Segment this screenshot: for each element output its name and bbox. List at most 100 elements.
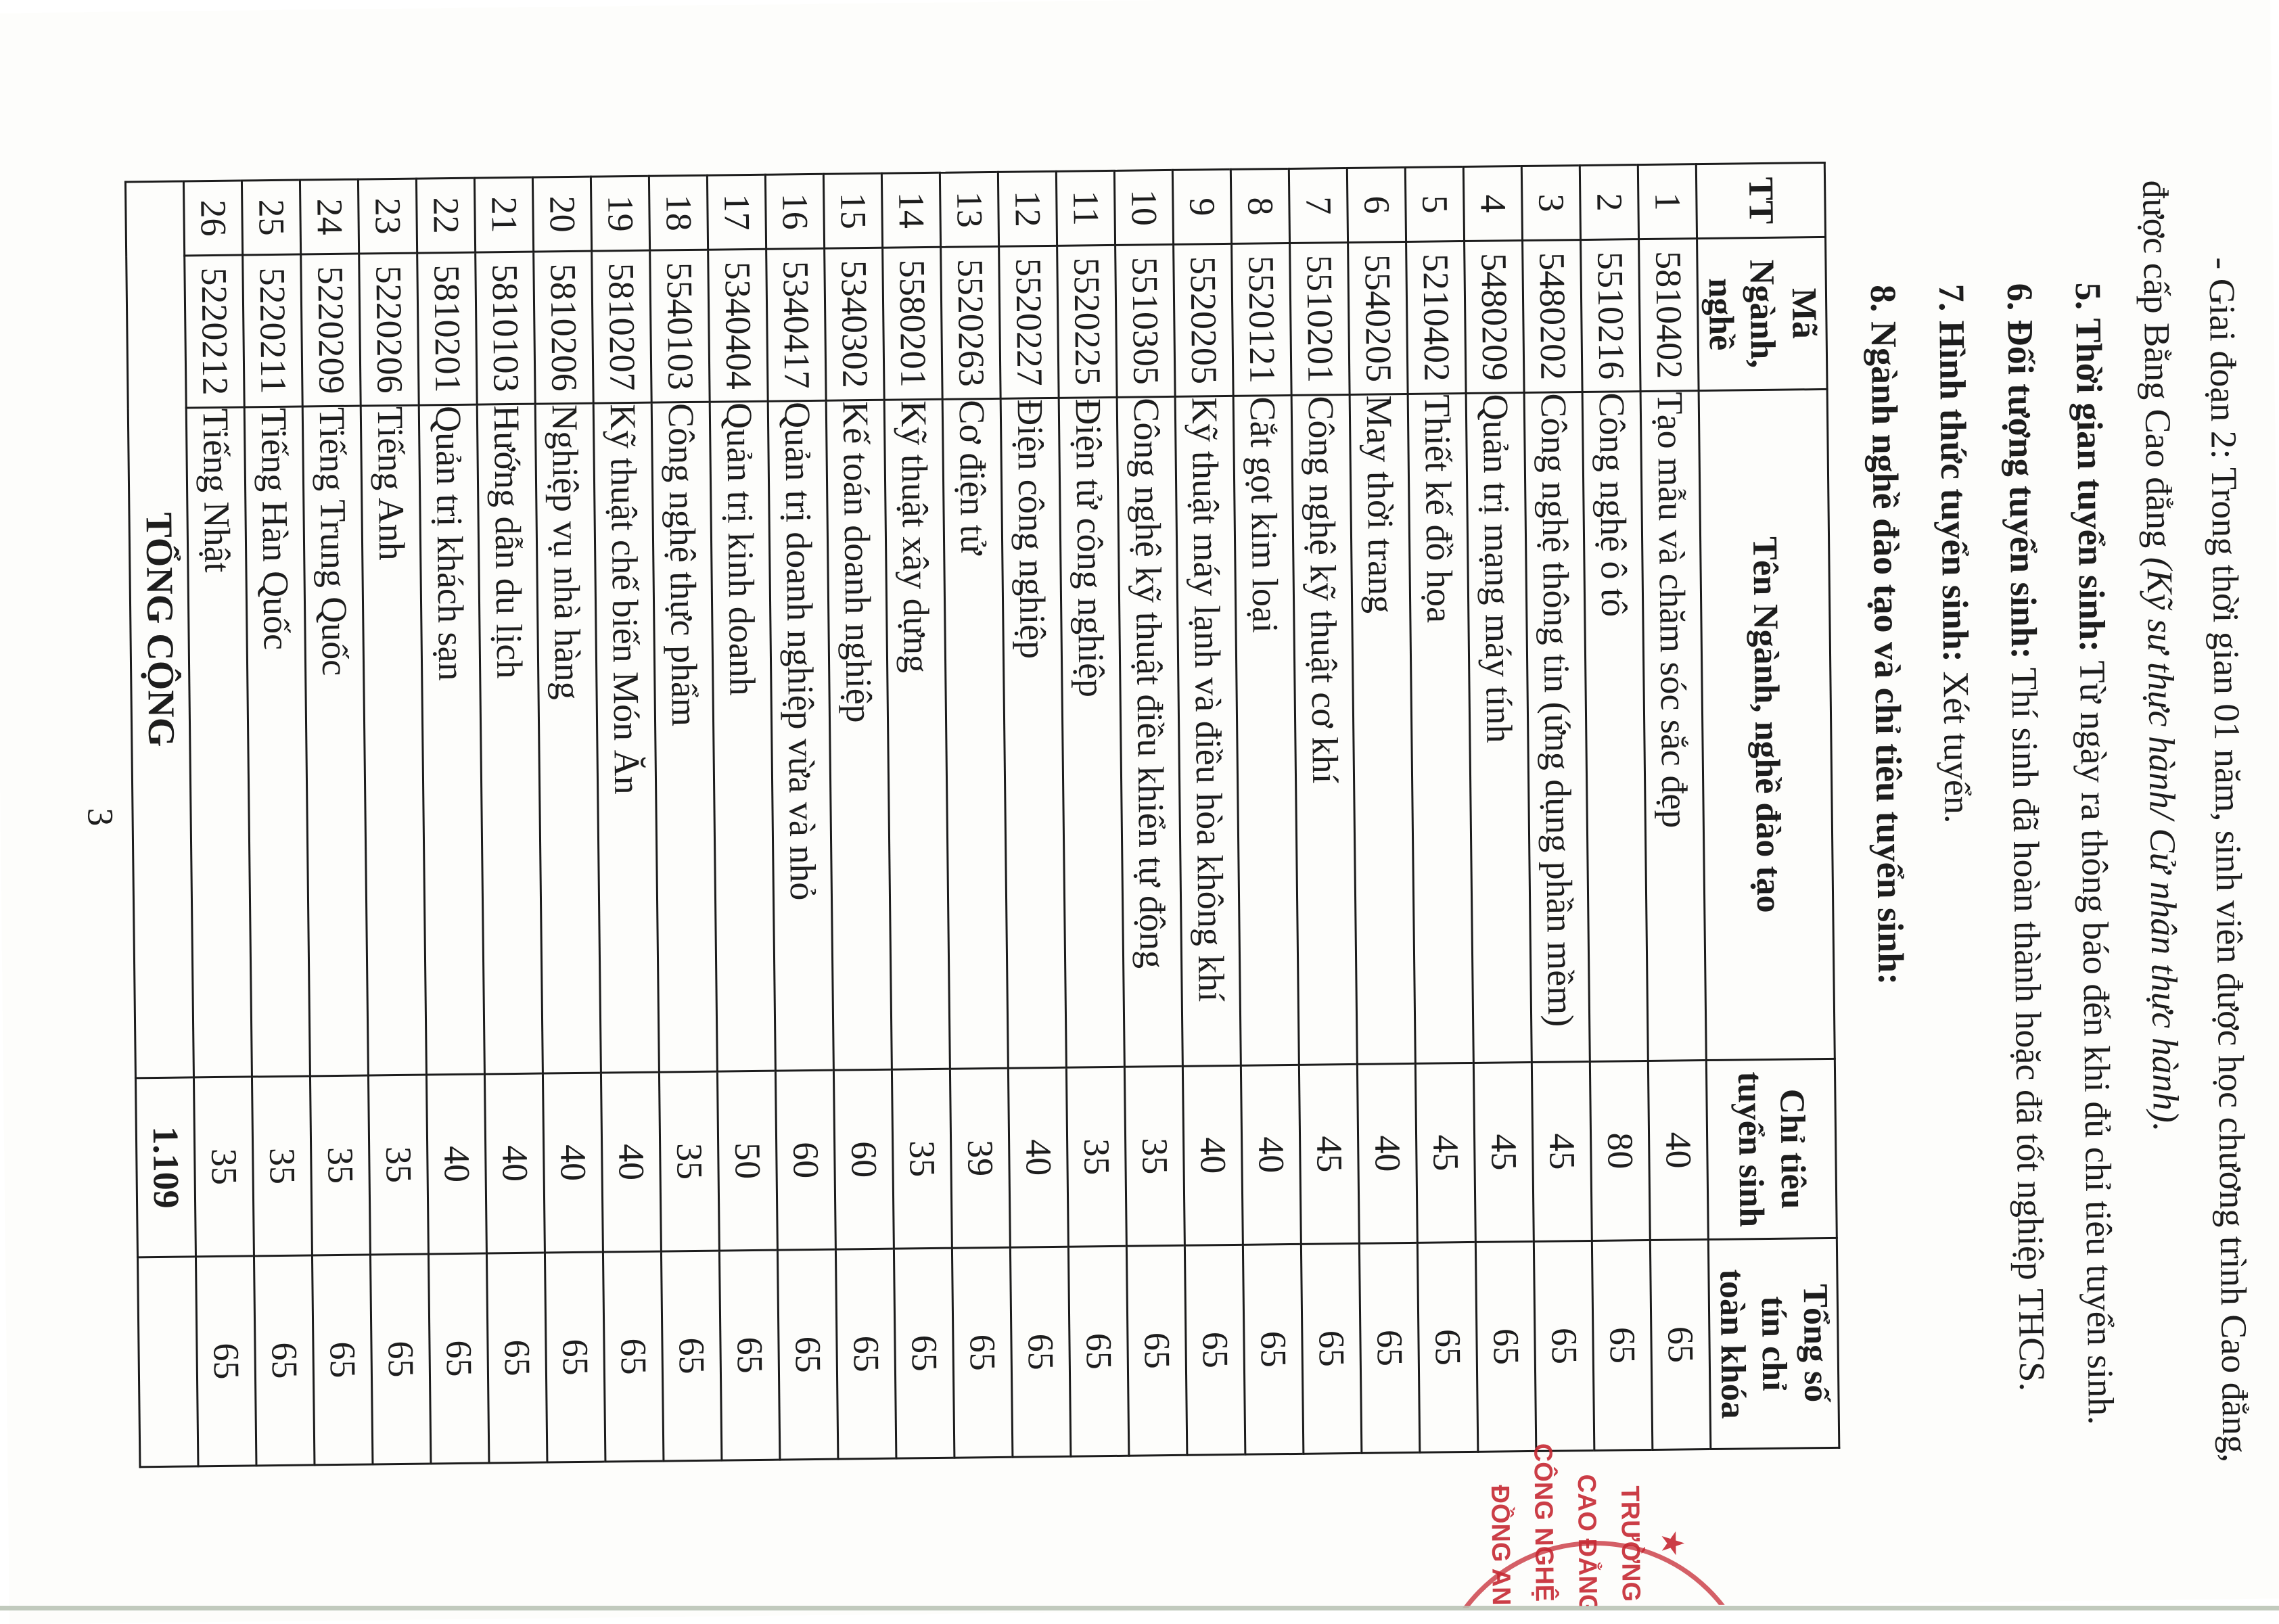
cell-ma-nganh: 5340404 [708, 248, 768, 402]
cell-tt: 23 [357, 178, 417, 254]
cell-chi-tieu: 45 [1298, 1063, 1359, 1244]
cell-ma-nganh: 5220209 [300, 253, 361, 407]
header-ten-nganh: Tên Ngành, nghề đào tạo [1698, 388, 1835, 1061]
cell-ten-nganh: Kỹ thuật xây dựng [883, 398, 950, 1069]
cell-chi-tieu: 40 [600, 1071, 661, 1252]
cell-ma-nganh: 5220206 [359, 252, 419, 406]
seal-line-cao-dang: CAO ĐẲNG [1571, 1473, 1602, 1615]
cell-ma-nganh: 5520205 [1173, 243, 1233, 396]
cell-tin-chi: 65 [1184, 1244, 1245, 1455]
cell-ten-nganh: Tiếng Anh [360, 404, 426, 1075]
cell-ma-nganh: 5220211 [242, 254, 302, 407]
cell-tin-chi: 65 [253, 1255, 315, 1466]
cell-chi-tieu: 40 [542, 1072, 603, 1253]
cell-tin-chi: 65 [311, 1254, 373, 1465]
admission-quota-table: TT Mã Ngành, nghề Tên Ngành, nghề đào tạ… [124, 161, 1839, 1467]
cell-ten-nganh: Tiếng Hàn Quốc [244, 406, 310, 1077]
cell-tin-chi: 65 [835, 1248, 896, 1459]
cell-ma-nganh: 5220212 [184, 254, 244, 408]
cell-tt: 14 [881, 172, 941, 248]
cell-ma-nganh: 5810206 [533, 250, 593, 404]
cell-chi-tieu: 40 [1647, 1060, 1708, 1240]
cell-ma-nganh: 5520263 [940, 246, 1000, 399]
cell-chi-tieu: 40 [1182, 1065, 1243, 1245]
cell-tin-chi: 65 [1358, 1242, 1420, 1453]
cell-ma-nganh: 5540205 [1348, 241, 1408, 394]
cell-chi-tieu: 35 [891, 1068, 952, 1249]
cell-ten-nganh: Kế toán doanh nghiệp [825, 399, 892, 1070]
cell-tt: 12 [997, 170, 1057, 246]
item-6-doi-tuong: 6. Đối tượng tuyển sinh: Thí sinh đã hoà… [1985, 181, 2067, 1541]
cell-chi-tieu: 60 [775, 1069, 835, 1250]
item-5-label: 5. Thời gian tuyển sinh: [2067, 281, 2113, 652]
cell-chi-tieu: 80 [1589, 1061, 1650, 1240]
header-tt: TT [1695, 162, 1826, 239]
cell-ma-nganh: 5810402 [1638, 238, 1699, 392]
cell-chi-tieu: 40 [1356, 1063, 1417, 1243]
cell-chi-tieu: 39 [949, 1067, 1010, 1248]
cell-ten-nganh: Điện tử công nghiệp [1058, 396, 1124, 1067]
total-tin-chi-cell [137, 1256, 198, 1467]
cell-ma-nganh: 5480209 [1464, 240, 1524, 393]
cell-tt: 20 [532, 176, 592, 252]
total-label: TỔNG CỘNG [124, 181, 193, 1078]
cell-tin-chi: 65 [1591, 1239, 1653, 1450]
cell-tt: 16 [764, 173, 825, 249]
cell-chi-tieu: 35 [1124, 1065, 1184, 1246]
cell-tin-chi: 65 [1475, 1240, 1536, 1452]
cell-tin-chi: 65 [1009, 1246, 1071, 1457]
cell-tt: 26 [183, 180, 243, 256]
cell-ten-nganh: Công nghệ kỹ thuật điều khiển tự động [1116, 396, 1182, 1067]
cell-tin-chi: 65 [893, 1247, 954, 1458]
item-5-thoi-gian: 5. Thời gian tuyển sinh: Từ ngày ra thôn… [2054, 181, 2135, 1541]
cell-chi-tieu: 50 [716, 1070, 777, 1251]
cell-ten-nganh: Tạo mẫu và chăm sóc sắc đẹp [1640, 390, 1706, 1061]
cell-ma-nganh: 5340302 [824, 247, 884, 400]
cell-ma-nganh: 5810207 [591, 250, 651, 403]
cell-chi-tieu: 35 [309, 1075, 370, 1255]
seal-line-cong-nghe-cao: CÔNG NGHỆ CAO [1527, 1443, 1559, 1624]
cell-ten-nganh: Công nghệ thực phẩm [651, 401, 717, 1072]
cell-tt: 15 [823, 172, 883, 248]
cell-ma-nganh: 5520121 [1231, 242, 1291, 396]
cell-tin-chi: 65 [428, 1253, 489, 1464]
cell-tt: 17 [706, 174, 766, 250]
cell-tt: 18 [648, 175, 708, 250]
cell-tin-chi: 65 [602, 1251, 664, 1462]
scanner-edge-artifact [0, 1606, 2279, 1610]
cell-tin-chi: 65 [777, 1249, 838, 1460]
item-7-label: 7. Hình thức tuyển sinh: [1931, 283, 1976, 662]
cell-chi-tieu: 45 [1531, 1061, 1592, 1241]
cell-ma-nganh: 5520227 [998, 245, 1059, 398]
page-number: 3 [79, 807, 121, 827]
cell-tin-chi: 65 [951, 1247, 1013, 1458]
cell-tt: 19 [590, 175, 650, 251]
cell-ten-nganh: Tiếng Trung Quốc [302, 405, 368, 1076]
cell-tin-chi: 65 [660, 1250, 722, 1461]
red-seal-text: ★ TRƯỜNG CAO ĐẲNG CÔNG NGHỆ CAO ĐỒNG AN [1477, 1441, 1695, 1624]
cell-ma-nganh: 5510201 [1289, 241, 1350, 395]
cell-tt: 21 [474, 177, 534, 252]
cell-ten-nganh: Kỹ thuật chế biến Món Ăn [593, 402, 659, 1073]
cell-tt: 25 [241, 179, 301, 255]
cell-chi-tieu: 35 [658, 1071, 719, 1251]
cell-ten-nganh: Tiếng Nhật [185, 407, 252, 1077]
cell-tt: 4 [1463, 166, 1523, 241]
item-5-text: Từ ngày ra thông báo đến khi đủ chỉ tiêu… [2071, 651, 2121, 1425]
cell-ten-nganh: Kỹ thuật máy lạnh và điều hòa không khí [1174, 395, 1241, 1066]
cell-tt: 11 [1055, 170, 1115, 246]
item-7-hinh-thuc: 7. Hình thức tuyển sinh: Xét tuyển. [1917, 182, 1998, 1542]
cell-tin-chi: 65 [1533, 1240, 1594, 1451]
item-8-nganh-nghe: 8. Ngành nghề đào tạo và chỉ tiêu tuyển … [1849, 183, 1930, 1543]
paragraph-giai-doan-2: - Giai đoạn 2: Trong thời gian 01 năm, s… [2122, 179, 2269, 1539]
cell-chi-tieu: 40 [1240, 1064, 1301, 1245]
cell-chi-tieu: 40 [425, 1073, 486, 1254]
cell-ma-nganh: 5510305 [1115, 243, 1175, 397]
cell-ma-nganh: 5810103 [475, 251, 535, 404]
cell-ten-nganh: Điện công nghiệp [1000, 397, 1066, 1068]
cell-ten-nganh: Cắt gọt kim loại [1233, 394, 1299, 1065]
seal-line-truong: TRƯỜNG [1615, 1485, 1645, 1602]
cell-ma-nganh: 5510216 [1580, 239, 1640, 392]
cell-ten-nganh: Quản trị mạng máy tính [1465, 392, 1532, 1063]
